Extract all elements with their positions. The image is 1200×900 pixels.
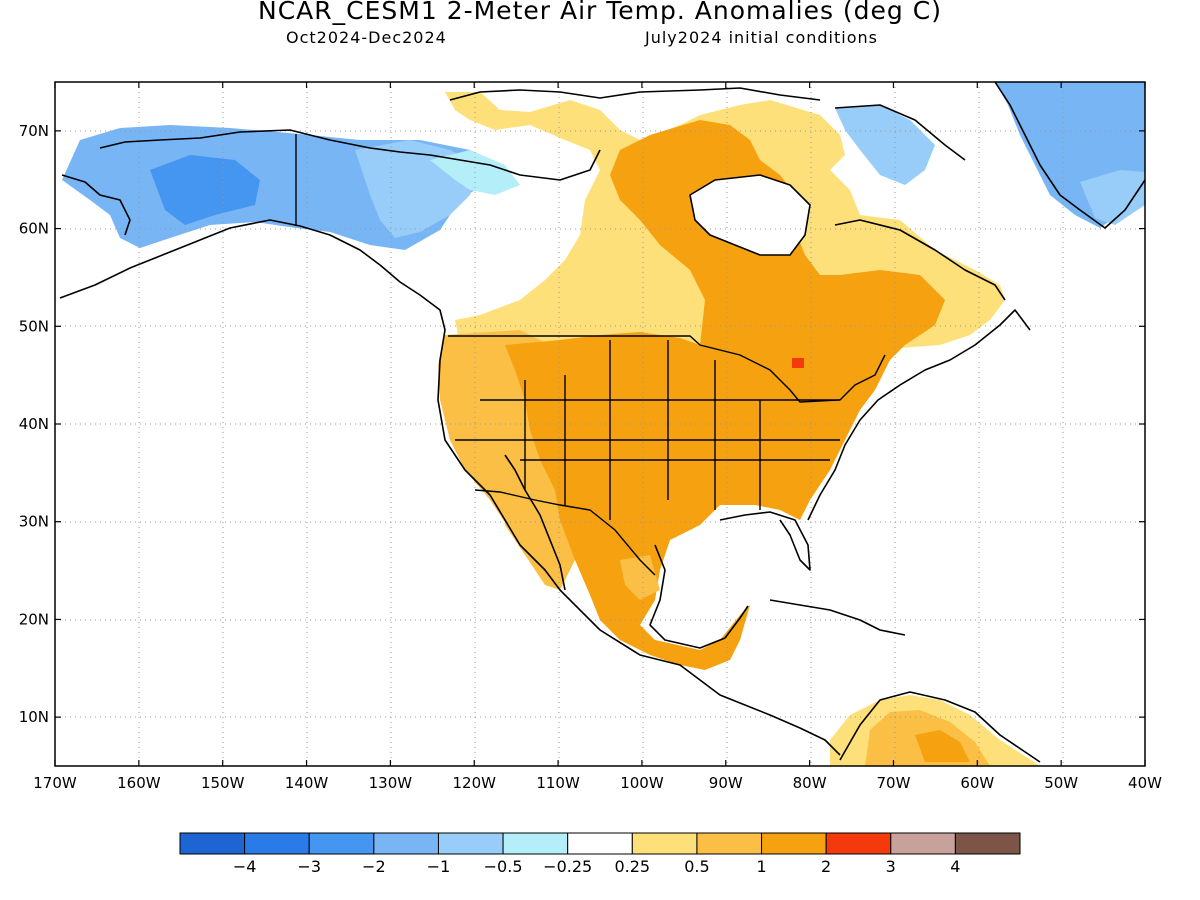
colorbar-label: 4 [950,857,960,876]
alaska-core-region [150,155,260,225]
colorbar-swatch [502,832,569,855]
y-tick-label: 60N [19,220,49,238]
x-tick-label: 110W [536,774,580,792]
y-tick-label: 50N [19,317,49,335]
colorbar-label: −2 [362,857,386,876]
colorbar-label: −4 [233,857,257,876]
colorbar-label: −0.5 [484,857,523,876]
x-tick-label: 80W [793,774,827,792]
y-tick-label: 10N [19,708,49,726]
colorbar-swatch [308,832,375,855]
y-tick-label: 40N [19,415,49,433]
x-tick-label: 170W [33,774,77,792]
colorbar-swatch [696,832,763,855]
colorbar-swatch [567,832,633,855]
period-subtitle: Oct2024-Dec2024 [286,28,447,47]
colorbar-swatch [631,832,698,855]
anomaly-field [55,82,1145,766]
colorbar-label: 3 [886,857,896,876]
x-tick-label: 50W [1044,774,1078,792]
colorbar-swatch [825,832,892,855]
init-subtitle: July2024 initial conditions [645,28,878,47]
x-tick-label: 160W [117,774,161,792]
colorbar-swatch [179,832,246,855]
x-tick-label: 60W [960,774,994,792]
greenland-light-region [1080,170,1145,225]
y-tick-label: 20N [19,610,49,628]
x-tick-label: 120W [452,774,496,792]
x-tick-label: 140W [285,774,329,792]
x-tick-label: 100W [620,774,664,792]
baja-warm-region [500,490,560,590]
colorbar-label: 0.25 [614,857,650,876]
colorbar-label: 2 [821,857,831,876]
colorbar-label: 1 [756,857,766,876]
colorbar: −4 −3 −2 −1 −0.5 −0.25 0.25 0.5 1 2 3 4 [179,832,1021,876]
colorbar-label: −0.25 [543,857,592,876]
colorbar-swatch [890,832,956,855]
latitude-axis: 10N 20N 30N 40N 50N 60N 70N [19,122,1145,726]
hudson-bay-region [690,175,810,255]
graticule [55,82,1145,766]
x-tick-label: 40W [1128,774,1162,792]
borders [295,134,886,576]
colorbar-swatch [244,832,310,855]
colorbar-swatch [954,832,1021,855]
ontario-hotspot [792,358,804,368]
x-tick-label: 150W [201,774,245,792]
north-america-warm-region [505,120,945,670]
colorbar-label: −1 [427,857,451,876]
x-tick-label: 70W [877,774,911,792]
colorbar-swatch [761,832,827,855]
coastlines [59,82,1145,763]
longitude-axis: 170W 160W 150W 140W 130W 120W 110W 100W 90W 80W 70… [33,82,1162,792]
x-tick-label: 130W [369,774,413,792]
south-america-warm-core [915,730,970,762]
y-tick-label: 70N [19,122,49,140]
x-tick-label: 90W [709,774,743,792]
baffin-cold-region [835,105,935,185]
map-title: NCAR_CESM1 2-Meter Air Temp. Anomalies (… [258,0,942,25]
colorbar-swatch [373,832,439,855]
y-tick-label: 30N [19,513,49,531]
colorbar-label: 0.5 [684,857,709,876]
colorbar-label: −3 [297,857,321,876]
colorbar-swatch [437,832,504,855]
mexico-gulf-lighter-region [620,555,660,600]
